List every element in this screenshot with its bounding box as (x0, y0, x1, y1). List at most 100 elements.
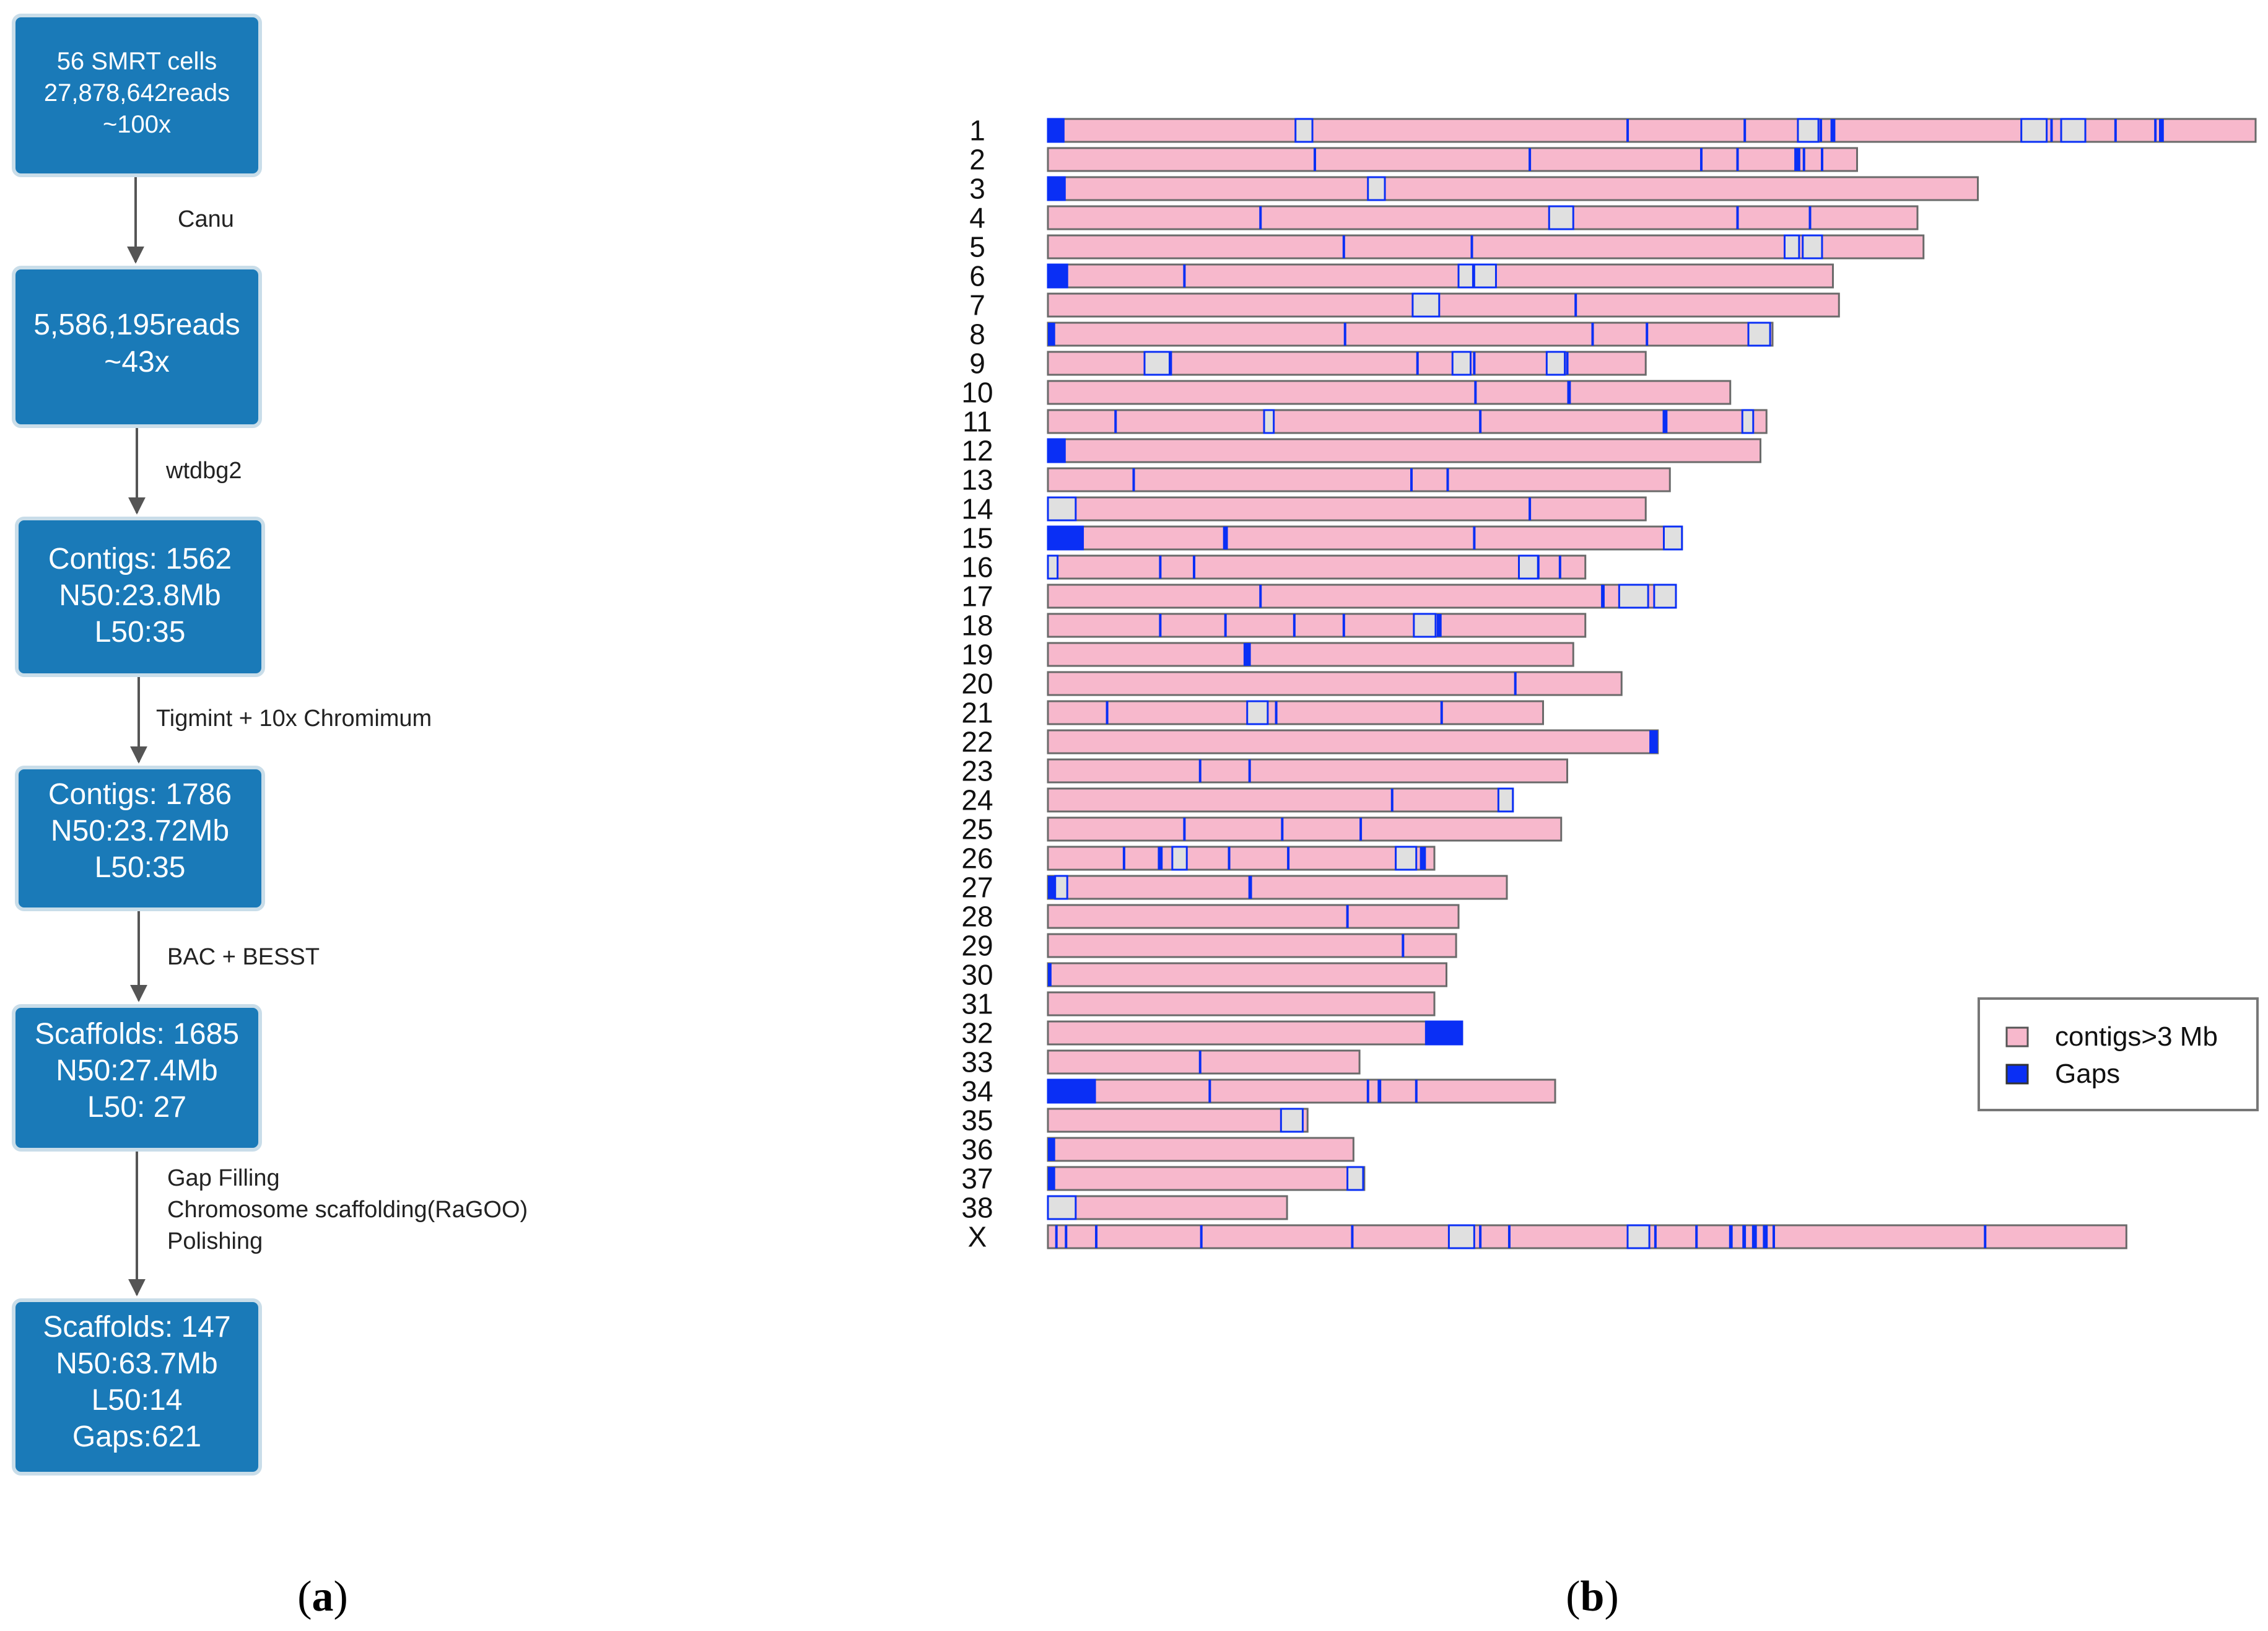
box-line: Contigs: 1786 (48, 778, 232, 811)
chromosome-bar (1047, 1137, 1354, 1162)
legend: contigs>3 Mb Gaps (1978, 997, 2259, 1111)
gap-block (1797, 118, 1820, 143)
gap-mark (1169, 352, 1171, 375)
gap-mark (1183, 265, 1186, 287)
gap-mark (1654, 1225, 1657, 1248)
legend-swatch-gaps (2005, 1064, 2029, 1085)
gap-block (1424, 1020, 1463, 1046)
gap-block (1054, 875, 1068, 900)
gap-mark (1601, 585, 1605, 608)
gap-mark (1743, 119, 1747, 142)
chromosome-bar (1047, 846, 1436, 871)
chromosome-bar (1047, 758, 1568, 784)
chromosome-bar (1047, 729, 1659, 754)
gap-mark (1287, 847, 1290, 870)
gap-mark (1416, 352, 1419, 375)
gap-mark (1802, 148, 1805, 171)
chromosome-label: 28 (961, 901, 993, 933)
gap-block (1047, 1195, 1077, 1220)
gap-block (1663, 525, 1683, 551)
gap-mark (1820, 119, 1823, 142)
gap-block (2020, 118, 2048, 143)
box-line: Scaffolds: 147 (43, 1311, 230, 1344)
chromosome-label: 19 (961, 639, 993, 671)
chromosome-bar (1047, 1108, 1309, 1133)
gap-mark (1410, 468, 1413, 491)
gap-mark (1048, 1167, 1055, 1190)
chromosome-bar (1047, 816, 1563, 842)
gap-block (1346, 1166, 1364, 1191)
legend-label-gaps: Gaps (2055, 1059, 2120, 1089)
gap-mark (1649, 730, 1658, 753)
flow-box-corrected-reads: 5,586,195reads ~43x (12, 266, 262, 428)
gap-mark (1314, 148, 1316, 171)
gap-block (1047, 525, 1084, 551)
assembly-workflow: 56 SMRT cells 27,878,642reads ~100x 5,58… (12, 14, 528, 1476)
gap-mark (1736, 148, 1739, 171)
gap-mark (1436, 614, 1442, 637)
chromosome-label: X (968, 1221, 987, 1253)
box-line: Gaps:621 (72, 1420, 201, 1453)
gap-block (1280, 1108, 1304, 1133)
chromosome-label: 17 (961, 580, 993, 613)
chromosome-label: 7 (969, 289, 985, 321)
gap-mark (1224, 614, 1227, 637)
chromosome-bar (1047, 642, 1574, 667)
gap-mark (1343, 323, 1346, 346)
gap-block (1047, 554, 1059, 580)
gap-mark (1281, 818, 1284, 841)
chromosome-label: 1 (969, 115, 985, 147)
box-line: Contigs: 1562 (48, 543, 232, 575)
gap-mark (1473, 527, 1476, 549)
gap-block (1047, 176, 1066, 201)
box-line: N50:27.4Mb (56, 1054, 218, 1087)
gap-mark (1420, 847, 1426, 870)
gap-mark (1065, 1225, 1068, 1248)
chromosome-bar (1047, 380, 1732, 405)
gap-mark (1342, 235, 1345, 258)
chromosome-bar (1047, 176, 1979, 201)
chromosome-label: 11 (962, 406, 992, 438)
panel-label-a: (a) (297, 1573, 348, 1620)
gap-mark (1402, 934, 1405, 957)
gap-mark (2154, 119, 2157, 142)
gap-mark (1248, 876, 1252, 899)
chromosome-bar (1047, 205, 1919, 230)
chromosome-bar (1047, 496, 1647, 522)
gap-mark (1259, 206, 1262, 229)
chromosome-label: 4 (969, 202, 985, 234)
panel-label-b: (b) (1566, 1573, 1619, 1620)
chromosome-bar (1047, 584, 1677, 609)
chromosome-bar (1047, 467, 1671, 492)
gap-block (1367, 176, 1386, 201)
gap-mark (2159, 119, 2164, 142)
box-line: 27,878,642reads (44, 79, 230, 107)
gap-block (1741, 409, 1755, 434)
gap-block (1246, 700, 1269, 725)
chromosome-bar (1047, 1224, 2127, 1249)
box-line: ~43x (104, 346, 169, 378)
gap-mark (1529, 148, 1532, 171)
gap-block (1294, 118, 1314, 143)
step-label-bac-besst: BAC + BESST (167, 944, 320, 970)
gap-mark (1248, 759, 1251, 782)
gap-mark (1574, 294, 1577, 317)
box-line: L50: 27 (87, 1091, 186, 1124)
chromosome-bar (1047, 321, 1774, 347)
chromosome-bar (1047, 787, 1514, 813)
gap-block (1047, 118, 1065, 143)
chromosome-label: 8 (969, 318, 985, 351)
chromosome-label: 12 (961, 435, 993, 467)
gap-mark (1537, 556, 1540, 579)
chromosome-bar (1047, 234, 1925, 260)
gap-block (1747, 321, 1771, 347)
chromosome-label: 22 (961, 726, 993, 758)
gap-mark (1193, 556, 1195, 579)
gap-mark (1346, 905, 1349, 928)
box-line: ~100x (103, 111, 171, 138)
chromosome-bar (1047, 671, 1623, 696)
gap-block (1143, 351, 1172, 376)
gap-mark (1095, 1225, 1098, 1248)
gap-mark (1473, 352, 1476, 375)
gap-mark (1729, 1225, 1733, 1248)
